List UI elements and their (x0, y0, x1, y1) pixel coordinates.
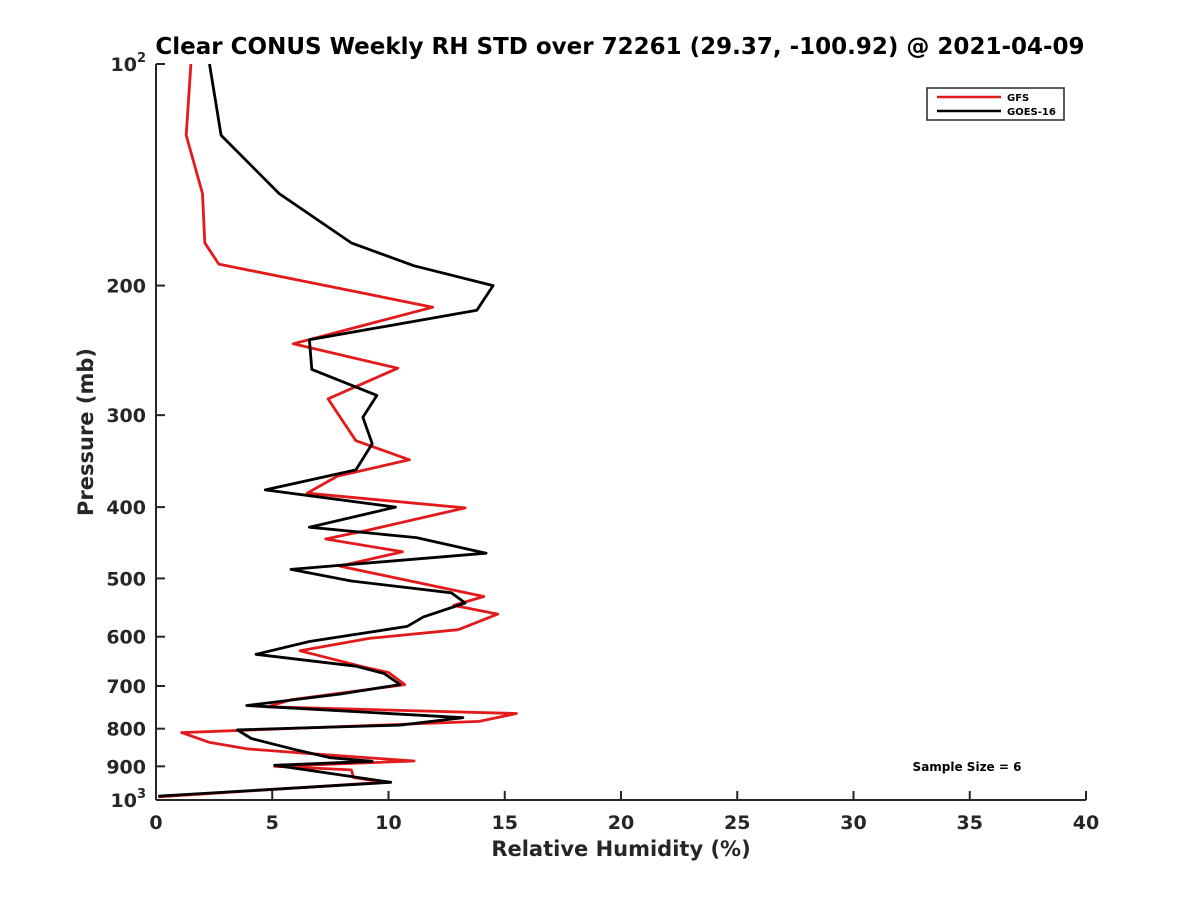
x-tick-label: 0 (149, 812, 162, 834)
legend-label-gfs: GFS (1007, 93, 1029, 104)
x-tick-label: 15 (492, 812, 518, 834)
x-tick-label: 20 (608, 812, 634, 834)
sample-size-annotation: Sample Size = 6 (913, 760, 1022, 774)
y-tick-label: 200 (106, 276, 146, 298)
y-tick-label: 300 (106, 405, 146, 427)
series-layer (158, 63, 518, 799)
legend: GFS GOES-16 (926, 87, 1065, 121)
chart-title: Clear CONUS Weekly RH STD over 72261 (29… (155, 34, 1084, 60)
y-tick-label: 900 (106, 756, 146, 778)
x-ticks: 0 5 10 15 20 25 30 35 40 (149, 791, 1099, 834)
plot-axes (155, 64, 1086, 801)
x-axis-label: Relative Humidity (%) (491, 837, 750, 861)
x-tick-label: 40 (1073, 812, 1099, 834)
y-tick-label: 700 (106, 676, 146, 698)
series-line-goes16 (158, 63, 495, 798)
y-tick-label: 102 (111, 51, 147, 76)
y-axis-label: Pressure (mb) (74, 348, 98, 516)
y-tick-label: 500 (106, 568, 146, 590)
x-tick-label: 25 (724, 812, 750, 834)
y-ticks: 102 200 300 400 500 600 700 800 900 103 (106, 51, 165, 812)
y-tick-label: 600 (106, 627, 146, 649)
x-tick-label: 35 (957, 812, 983, 834)
y-tick-label: 800 (106, 719, 146, 741)
series-line-gfs (158, 63, 518, 799)
x-tick-label: 10 (375, 812, 401, 834)
x-tick-label: 5 (266, 812, 279, 834)
y-tick-label: 400 (106, 497, 146, 519)
x-tick-label: 30 (840, 812, 866, 834)
legend-label-goes16: GOES-16 (1007, 107, 1056, 118)
legend-box (926, 87, 1065, 121)
y-tick-label: 103 (111, 787, 147, 812)
